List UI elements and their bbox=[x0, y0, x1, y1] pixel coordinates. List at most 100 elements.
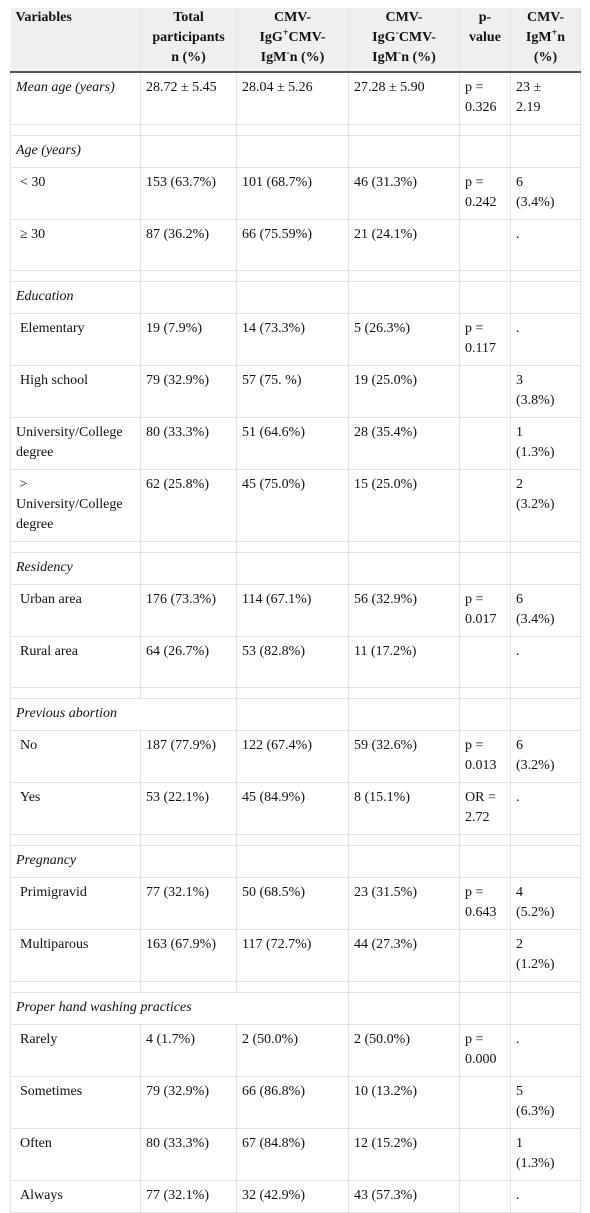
cell-igm-positive: 3 (3.8%) bbox=[510, 365, 581, 418]
cell-igg-positive: 117 (72.7%) bbox=[236, 929, 349, 982]
spacer-row bbox=[10, 834, 581, 846]
table-row: Often 80 (33.3%) 67 (84.8%) 12 (15.2%) 1… bbox=[10, 1128, 581, 1181]
spacer-row bbox=[10, 541, 581, 553]
cell-igg-negative: 44 (27.3%) bbox=[348, 929, 460, 982]
cell-p-value: p = 0.017 bbox=[459, 584, 511, 637]
cell-igg-positive: 67 (84.8%) bbox=[236, 1128, 349, 1181]
row-label: Elementary bbox=[10, 313, 141, 366]
cell-igm-positive: . bbox=[510, 1024, 581, 1077]
cell-p-value bbox=[459, 417, 511, 470]
cell-p-value: p = 0.643 bbox=[459, 877, 511, 930]
cmv-data-table: Variables Total participants n (%) CMV- IgG… bbox=[10, 8, 581, 1213]
cell-igg-positive: 2 (50.0%) bbox=[236, 1024, 349, 1077]
cell-igg-positive: 66 (86.8%) bbox=[236, 1076, 349, 1129]
cell-igg-positive: 53 (82.8%) bbox=[236, 636, 349, 688]
header-igm-positive: CMV- IgM+n (%) bbox=[510, 8, 581, 73]
table-row: Multiparous 163 (67.9%) 117 (72.7%) 44 (… bbox=[10, 929, 581, 982]
header-p-value: p-value bbox=[459, 8, 511, 73]
cell-igg-negative: 46 (31.3%) bbox=[348, 167, 460, 220]
cell-igg-negative: 59 (32.6%) bbox=[348, 730, 460, 783]
row-label: No bbox=[10, 730, 141, 783]
data-table-container: Variables Total participants n (%) CMV- IgG… bbox=[10, 8, 581, 1213]
cell-igg-negative: 11 (17.2%) bbox=[348, 636, 460, 688]
section-header-age: Age (years) bbox=[10, 135, 581, 168]
row-label: Mean age (years) bbox=[10, 71, 141, 125]
header-igg-positive: CMV- IgG+CMV- IgM-n (%) bbox=[236, 8, 349, 73]
cell-p-value bbox=[459, 1180, 511, 1213]
row-label: < 30 bbox=[10, 167, 141, 220]
header-igg-negative: CMV- IgG-CMV- IgM-n (%) bbox=[348, 8, 460, 73]
cell-igg-negative: 8 (15.1%) bbox=[348, 782, 460, 835]
cell-igg-negative: 15 (25.0%) bbox=[348, 469, 460, 542]
cell-igm-positive: . bbox=[510, 1180, 581, 1213]
cell-p-value: p = 0.013 bbox=[459, 730, 511, 783]
cell-igg-positive: 66 (75.59%) bbox=[236, 219, 349, 271]
section-label: Age (years) bbox=[10, 135, 141, 168]
section-label: Pregnancy bbox=[10, 845, 141, 878]
table-row: < 30 153 (63.7%) 101 (68.7%) 46 (31.3%) … bbox=[10, 167, 581, 220]
table-row: Sometimes 79 (32.9%) 66 (86.8%) 10 (13.2… bbox=[10, 1076, 581, 1129]
cell-igg-positive: 114 (67.1%) bbox=[236, 584, 349, 637]
table-row: Elementary 19 (7.9%) 14 (73.3%) 5 (26.3%… bbox=[10, 313, 581, 366]
cell-p-value: p = 0.117 bbox=[459, 313, 511, 366]
cell-igg-positive: 45 (84.9%) bbox=[236, 782, 349, 835]
row-label: ≥ 30 bbox=[10, 219, 141, 271]
header-total: Total participants n (%) bbox=[140, 8, 237, 73]
cell-igg-positive: 45 (75.0%) bbox=[236, 469, 349, 542]
cell-total: 187 (77.9%) bbox=[140, 730, 237, 783]
cell-p-value bbox=[459, 1076, 511, 1129]
cell-igg-negative: 21 (24.1%) bbox=[348, 219, 460, 271]
cell-total: 153 (63.7%) bbox=[140, 167, 237, 220]
spacer-row bbox=[10, 124, 581, 136]
cell-igm-positive: 1 (1.3%) bbox=[510, 417, 581, 470]
cell-igm-positive: 23 ±2.19 bbox=[510, 71, 581, 125]
cell-total: 19 (7.9%) bbox=[140, 313, 237, 366]
cell-p-value bbox=[459, 1128, 511, 1181]
cell-igm-positive: 4 (5.2%) bbox=[510, 877, 581, 930]
cell-total: 28.72 ± 5.45 bbox=[140, 71, 237, 125]
cell-igg-negative: 28 (35.4%) bbox=[348, 417, 460, 470]
cell-igg-negative: 5 (26.3%) bbox=[348, 313, 460, 366]
section-label: Residency bbox=[10, 552, 141, 585]
cell-total: 77 (32.1%) bbox=[140, 877, 237, 930]
cell-p-value: p = 0.000 bbox=[459, 1024, 511, 1077]
cell-total: 77 (32.1%) bbox=[140, 1180, 237, 1213]
cell-igg-positive: 122 (67.4%) bbox=[236, 730, 349, 783]
row-label: Multiparous bbox=[10, 929, 141, 982]
row-label: Urban area bbox=[10, 584, 141, 637]
section-header-previous-abortion: Previous abortion bbox=[10, 698, 581, 731]
cell-igg-negative: 43 (57.3%) bbox=[348, 1180, 460, 1213]
table-row: University/College degree 80 (33.3%) 51 (… bbox=[10, 417, 581, 470]
table-row: High school 79 (32.9%) 57 (75. %) 19 (25… bbox=[10, 365, 581, 418]
cell-p-value: OR = 2.72 bbox=[459, 782, 511, 835]
cell-igg-negative: 27.28 ± 5.90 bbox=[348, 71, 460, 125]
cell-p-value bbox=[459, 929, 511, 982]
header-variables: Variables bbox=[10, 8, 141, 73]
cell-p-value bbox=[459, 469, 511, 542]
section-header-pregnancy: Pregnancy bbox=[10, 845, 581, 878]
section-header-residency: Residency bbox=[10, 552, 581, 585]
table-row: > University/College degree 62 (25.8%) 45 … bbox=[10, 469, 581, 542]
cell-igg-positive: 28.04 ± 5.26 bbox=[236, 71, 349, 125]
row-label: Rural area bbox=[10, 636, 141, 688]
row-label: > University/College degree bbox=[10, 469, 141, 542]
section-label: Proper hand washing practices bbox=[10, 992, 349, 1025]
cell-total: 176 (73.3%) bbox=[140, 584, 237, 637]
cell-igg-positive: 51 (64.6%) bbox=[236, 417, 349, 470]
cell-igm-positive: . bbox=[510, 313, 581, 366]
table-row: Urban area 176 (73.3%) 114 (67.1%) 56 (3… bbox=[10, 584, 581, 637]
cell-igg-positive: 101 (68.7%) bbox=[236, 167, 349, 220]
cell-igg-positive: 57 (75. %) bbox=[236, 365, 349, 418]
table-row: ≥ 30 87 (36.2%) 66 (75.59%) 21 (24.1%) . bbox=[10, 219, 581, 271]
table-row: Rural area 64 (26.7%) 53 (82.8%) 11 (17.… bbox=[10, 636, 581, 688]
cell-total: 79 (32.9%) bbox=[140, 365, 237, 418]
row-label: Always bbox=[10, 1180, 141, 1213]
cell-total: 87 (36.2%) bbox=[140, 219, 237, 271]
cell-total: 80 (33.3%) bbox=[140, 417, 237, 470]
row-label: Rarely bbox=[10, 1024, 141, 1077]
cell-total: 64 (26.7%) bbox=[140, 636, 237, 688]
cell-p-value bbox=[459, 636, 511, 688]
header-row: Variables Total participants n (%) CMV- IgG… bbox=[10, 8, 581, 73]
spacer-row bbox=[10, 687, 581, 699]
section-label: Education bbox=[10, 281, 141, 314]
